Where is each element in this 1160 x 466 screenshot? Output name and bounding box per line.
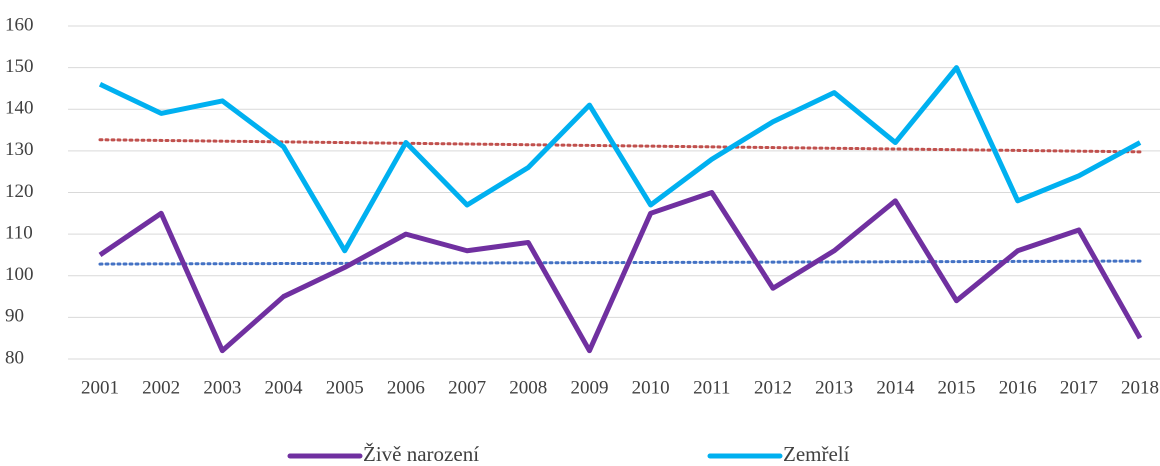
x-tick-label: 2012 [754, 377, 792, 398]
x-tick-label: 2015 [938, 377, 976, 398]
trendline [98, 259, 1142, 266]
line [98, 190, 1143, 354]
x-tick-label: 2007 [448, 377, 486, 398]
x-tick-label: 2001 [81, 377, 119, 398]
x-tick-label: 2003 [203, 377, 241, 398]
y-tick-label: 140 [5, 98, 34, 119]
y-tick-label: 150 [5, 56, 34, 77]
x-tick-label: 2002 [142, 377, 180, 398]
x-tick-label: 2006 [387, 377, 425, 398]
legend-label: Živě narození [363, 442, 479, 466]
y-tick-label: 130 [5, 139, 34, 160]
y-tick-label: 90 [5, 306, 24, 327]
y-tick-label: 110 [5, 222, 33, 243]
x-tick-label: 2011 [693, 377, 730, 398]
x-tick-label: 2004 [265, 377, 304, 398]
y-tick-label: 120 [5, 181, 34, 202]
x-tick-label: 2014 [876, 377, 915, 398]
x-tick-label: 2009 [570, 377, 608, 398]
trendline [98, 138, 1142, 154]
x-tick-label: 2013 [815, 377, 853, 398]
x-tick-label: 2005 [326, 377, 364, 398]
y-tick-label: 80 [5, 347, 24, 368]
x-tick-label: 2018 [1121, 377, 1159, 398]
y-tick-label: 100 [5, 264, 34, 285]
line [98, 65, 1142, 254]
y-tick-label: 160 [5, 14, 34, 35]
x-tick-label: 2016 [999, 377, 1037, 398]
x-tick-label: 2010 [632, 377, 670, 398]
legend-label: Zemřelí [783, 442, 850, 466]
x-tick-label: 2017 [1060, 377, 1098, 398]
x-tick-label: 2008 [509, 377, 547, 398]
